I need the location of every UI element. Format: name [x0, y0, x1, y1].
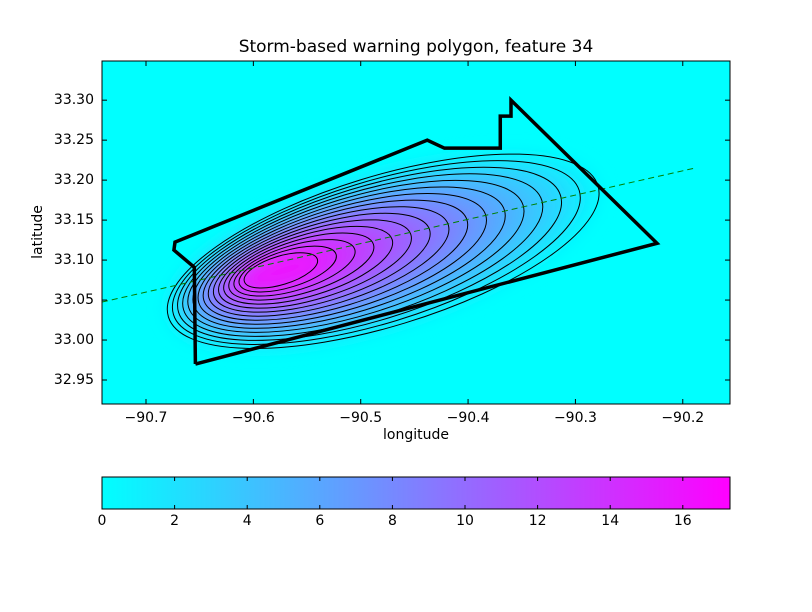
- x-tick-label: −90.3: [554, 410, 597, 426]
- contour-line: [228, 232, 375, 301]
- chart-title: Storm-based warning polygon, feature 34: [239, 37, 594, 57]
- y-tick-label: 33.00: [54, 332, 94, 348]
- colorbar: [101, 476, 731, 510]
- y-axis-label: latitude: [30, 205, 46, 259]
- axes: −90.7 −90.6 −90.5 −90.4 −90.3 −90.2 32.95 33.00…: [54, 60, 731, 426]
- y-tick-label: 33.20: [54, 172, 94, 188]
- colorbar-tick-label: 6: [315, 513, 324, 529]
- x-tick-label: −90.2: [661, 410, 704, 426]
- y-tick-label: 33.05: [54, 292, 94, 308]
- colorbar-tick-label: 2: [170, 513, 179, 529]
- contour-line: [177, 166, 563, 341]
- x-tick-label: −90.5: [339, 410, 382, 426]
- contour-line: [207, 206, 450, 317]
- colorbar-tick-label: 12: [529, 513, 547, 529]
- contour-line: [187, 179, 525, 333]
- y-tick-label: 33.15: [54, 212, 94, 228]
- contour-line: [243, 252, 319, 289]
- contour-line: [233, 239, 356, 297]
- contour-line: [223, 225, 394, 305]
- y-tick-label: 33.10: [54, 252, 94, 268]
- y-tick-label: 33.25: [54, 132, 94, 148]
- y-tick-label: 32.95: [54, 372, 94, 388]
- colorbar-tick-label: 16: [674, 513, 692, 529]
- x-tick-label: −90.6: [232, 410, 275, 426]
- plot-area: [102, 61, 730, 404]
- x-tick-label: −90.7: [125, 410, 168, 426]
- colorbar-tick-label: 10: [456, 513, 474, 529]
- heat-band: [244, 252, 318, 288]
- axes-frame: [101, 60, 731, 405]
- contour-line: [212, 212, 431, 313]
- contour-line: [238, 245, 337, 293]
- y-tick-label: 33.30: [54, 92, 94, 108]
- warning-polygon: [172, 96, 661, 366]
- colorbar-tick-label: 4: [243, 513, 252, 529]
- colorbar-tick-label: 14: [601, 513, 619, 529]
- x-tick-label: −90.4: [447, 410, 490, 426]
- colorbar-tick-label: 0: [98, 513, 107, 529]
- motion-line: [102, 167, 695, 303]
- colorbar-tick-label: 8: [388, 513, 397, 529]
- contour-line: [171, 160, 581, 345]
- contour-line: [218, 219, 412, 309]
- overlay: [102, 96, 695, 366]
- x-axis-label: longitude: [383, 427, 449, 443]
